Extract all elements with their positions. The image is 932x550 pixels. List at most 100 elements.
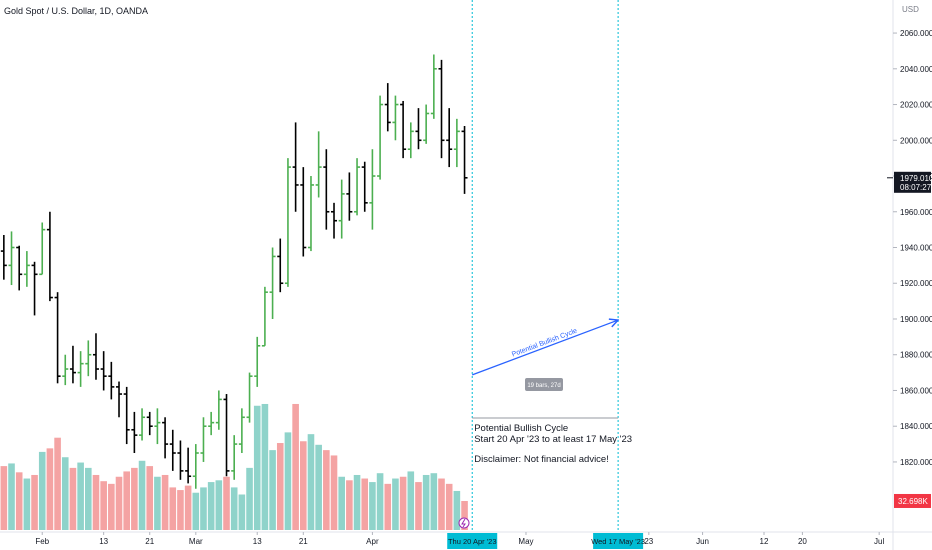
last-price-label: 1979.010: [900, 174, 932, 183]
volume-bar: [269, 450, 276, 530]
alert-icon: [458, 517, 470, 529]
last-volume-box: [894, 493, 931, 508]
volume-bar: [46, 448, 54, 530]
volume-bar: [123, 471, 130, 530]
y-tick-label: 1920.000: [900, 279, 932, 288]
range-date-label: Wed 17 May '23: [591, 537, 645, 546]
range-date-box: [447, 533, 498, 549]
volume-bar: [430, 473, 438, 530]
volume-bar: [108, 483, 115, 530]
trend-arrow: [471, 320, 618, 376]
x-tick-label: 13: [253, 537, 262, 546]
volume-bar: [438, 478, 445, 530]
volume-bar: [330, 455, 338, 530]
volume-bar: [69, 467, 77, 530]
volume-bar: [154, 476, 161, 530]
volume-bar: [369, 482, 376, 530]
y-tick-label: 2040.000: [900, 65, 932, 74]
y-tick-label: 1900.000: [900, 315, 932, 324]
chart-title: Gold Spot / U.S. Dollar, 1D, OANDA: [4, 6, 148, 16]
x-tick-label: 23: [644, 537, 653, 546]
range-date-label: Thu 20 Apr '23: [448, 537, 497, 546]
volume-bar: [192, 492, 200, 530]
volume-bar: [215, 480, 223, 530]
volume-bar: [77, 462, 84, 530]
volume-bar: [253, 405, 261, 530]
x-tick-label: Jul: [874, 537, 884, 546]
x-tick-label: 12: [760, 537, 769, 546]
volume-bar: [38, 451, 46, 530]
x-tick-label: Feb: [35, 537, 49, 546]
volume-bar: [299, 441, 307, 530]
volume-bar: [161, 474, 169, 530]
currency-label: USD: [902, 5, 919, 14]
volume-bar: [361, 478, 369, 530]
volume-bar: [292, 403, 299, 530]
y-tick-label: 1840.000: [900, 422, 932, 431]
y-tick-label: 1880.000: [900, 351, 932, 360]
note-text: Potential Bullish Cycle: [474, 423, 568, 434]
volume-bar: [422, 474, 430, 530]
volume-bar: [376, 473, 384, 530]
volume-bar: [238, 494, 246, 530]
y-tick-label: 2000.000: [900, 136, 932, 145]
y-tick-label: 2020.000: [900, 101, 932, 110]
note-text: Disclaimer: Not financial advice!: [474, 454, 609, 465]
volume-bar: [453, 490, 461, 530]
volume-bars: [0, 403, 468, 530]
volume-bar: [131, 467, 138, 530]
volume-bar: [207, 482, 215, 530]
volume-bar: [353, 474, 361, 530]
range-date-box: [593, 533, 644, 549]
volume-bar: [23, 478, 31, 530]
price-bars: [0, 54, 468, 489]
volume-bar: [100, 481, 107, 530]
volume-bar: [384, 483, 392, 530]
volume-bar: [407, 471, 415, 530]
countdown-label: 08:07:27: [900, 183, 932, 192]
volume-bar: [146, 466, 154, 530]
volume-bar: [223, 476, 230, 530]
volume-bar: [315, 444, 322, 530]
volume-bar: [461, 500, 468, 530]
volume-bar: [169, 487, 177, 530]
note-text: Start 20 Apr '23 to at least 17 May '23: [474, 434, 632, 445]
volume-bar: [230, 487, 238, 530]
volume-bar: [445, 483, 453, 530]
volume-bar: [346, 480, 353, 530]
volume-bar: [8, 463, 15, 530]
x-tick-label: 21: [145, 537, 154, 546]
volume-bar: [261, 403, 269, 530]
x-tick-label: 13: [99, 537, 108, 546]
y-tick-label: 1820.000: [900, 458, 932, 467]
x-tick-label: Apr: [366, 537, 379, 546]
volume-bar: [61, 457, 69, 530]
volume-bar: [200, 487, 207, 530]
y-tick-label: 1960.000: [900, 208, 932, 217]
volume-bar: [184, 485, 192, 530]
volume-bar: [177, 490, 184, 530]
x-tick-label: 21: [299, 537, 308, 546]
volume-bar: [92, 474, 100, 530]
last-price-box: [894, 171, 931, 193]
volume-bar: [85, 467, 92, 530]
volume-bar: [138, 460, 146, 530]
volume-bar: [284, 432, 292, 530]
last-volume-label: 32.698K: [898, 497, 928, 506]
x-tick-label: May: [518, 537, 533, 546]
x-tick-label: 20: [798, 537, 807, 546]
volume-bar: [415, 482, 422, 530]
volume-bar: [323, 450, 330, 530]
volume-bar: [246, 467, 253, 530]
volume-bar: [307, 434, 315, 530]
volume-bar: [338, 476, 345, 530]
x-tick-label: Mar: [189, 537, 203, 546]
volume-bar: [276, 443, 284, 530]
range-info-label: 19 bars, 27d: [527, 383, 560, 389]
y-tick-label: 2060.000: [900, 29, 932, 38]
volume-bar: [31, 474, 38, 530]
range-info-box: [525, 378, 563, 391]
volume-bar: [54, 437, 61, 530]
volume-bar: [115, 476, 123, 530]
